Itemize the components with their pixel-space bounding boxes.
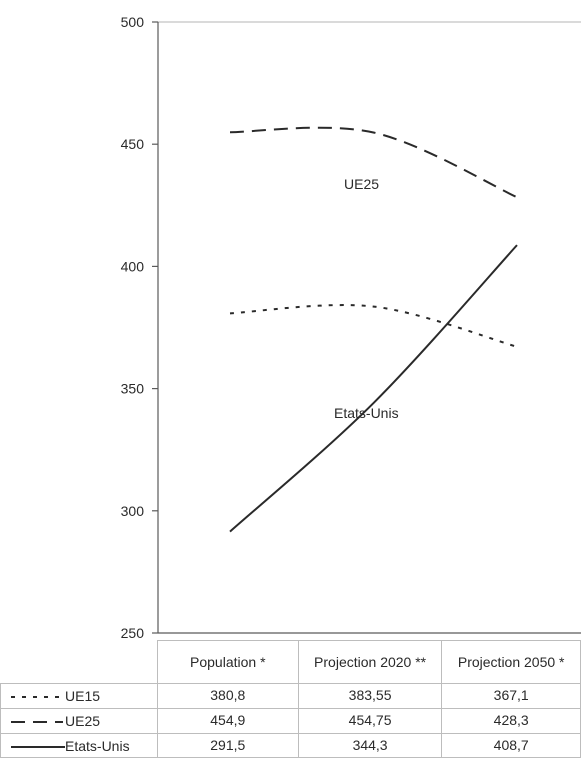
- table-header-row: Population * Projection 2020 ** Projecti…: [0, 640, 581, 684]
- table-cell: 428,3: [441, 707, 581, 734]
- table-cell: 454,9: [156, 707, 299, 734]
- table-cell: 383,55: [297, 683, 443, 709]
- table-cell: 344,3: [297, 732, 443, 759]
- solid-line-key: [11, 739, 65, 753]
- annotation-etats-unis: Etats-Unis: [334, 405, 399, 421]
- dashed-line-key: [11, 714, 65, 728]
- y-tick-label: 300: [121, 503, 145, 519]
- column-header-population: Population *: [156, 640, 299, 684]
- y-tick-label: 250: [121, 625, 145, 640]
- table-cell: 380,8: [156, 683, 299, 709]
- y-tick-label: 500: [121, 14, 145, 30]
- legend-etats-unis: Etats-Unis: [0, 732, 158, 759]
- legend-ue25: UE25: [0, 707, 158, 734]
- table-cell: 291,5: [156, 732, 299, 759]
- legend-label-ue15: UE15: [65, 687, 101, 704]
- table-row-etats-unis: Etats-Unis 291,5 344,3 408,7: [0, 732, 581, 759]
- series-line-etats-unis: [229, 244, 518, 533]
- column-header-projection-2020: Projection 2020 **: [297, 640, 443, 684]
- legend-label-etats-unis: Etats-Unis: [65, 737, 130, 754]
- table-row-ue15: UE15 380,8 383,55 367,1: [0, 683, 581, 709]
- table-cell: 367,1: [441, 683, 581, 709]
- y-tick-labels: 500 450 400 350 300 250: [121, 14, 158, 640]
- series-lines: [229, 126, 518, 533]
- y-tick-label: 350: [121, 381, 145, 397]
- table-row-ue25: UE25 454,9 454,75 428,3: [0, 707, 581, 734]
- y-tick-label: 450: [121, 136, 145, 152]
- column-header-projection-2050: Projection 2050 *: [441, 640, 581, 684]
- line-chart: 500 450 400 350 300 250 UE25 Etats-Unis: [121, 14, 581, 640]
- y-tick-label: 400: [121, 258, 145, 274]
- legend-ue15: UE15: [0, 683, 158, 709]
- data-table: Population * Projection 2020 ** Projecti…: [0, 640, 581, 759]
- series-line-ue25: [229, 126, 518, 199]
- dotted-line-key: [11, 689, 65, 703]
- table-corner: [0, 640, 158, 684]
- annotation-ue25: UE25: [344, 176, 379, 192]
- table-cell: 408,7: [441, 732, 581, 759]
- legend-label-ue25: UE25: [65, 712, 101, 729]
- series-line-ue15: [229, 304, 518, 348]
- table-cell: 454,75: [297, 707, 443, 734]
